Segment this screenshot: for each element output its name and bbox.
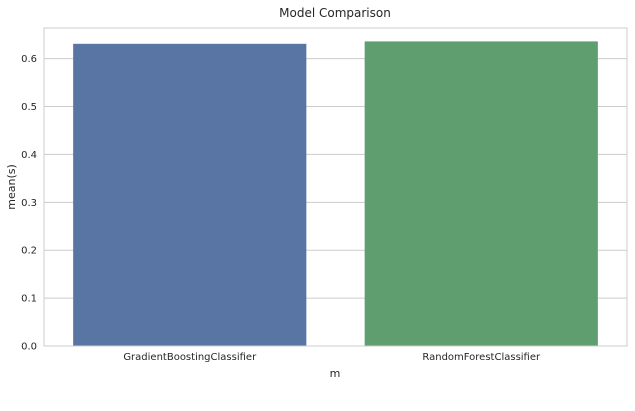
chart-title: Model Comparison	[279, 6, 391, 20]
x-tick-label: RandomForestClassifier	[422, 352, 541, 363]
y-tick-label: 0.1	[21, 294, 37, 305]
y-tick-label: 0.6	[21, 54, 37, 65]
y-tick-label: 0.2	[21, 246, 37, 257]
bars	[73, 41, 598, 346]
y-tick-label: 0.0	[21, 342, 37, 353]
y-tick-label: 0.3	[21, 198, 37, 209]
x-tick-label: GradientBoostingClassifier	[123, 352, 257, 363]
y-tick-labels: 0.0 0.1 0.2 0.3 0.4 0.5 0.6	[21, 54, 37, 352]
x-tick-labels: GradientBoostingClassifier RandomForestCl…	[123, 352, 541, 363]
bar-gradientboostingclassifier	[73, 43, 307, 346]
y-tick-label: 0.5	[21, 102, 37, 113]
bar-randomforestclassifier	[364, 41, 598, 346]
x-axis-label: m	[330, 367, 341, 380]
y-axis-label: mean(s)	[5, 164, 18, 210]
y-tick-label: 0.4	[21, 150, 37, 161]
plot-frame	[43, 27, 628, 347]
